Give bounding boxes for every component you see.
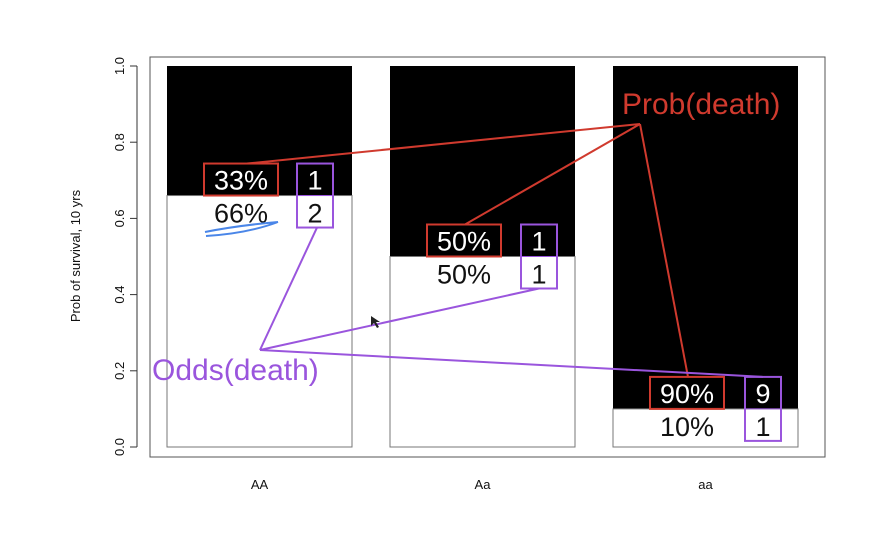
survival-pct-label: 50% [437,260,491,290]
x-tick-label: Aa [475,477,492,492]
odds-numerator: 1 [307,166,322,196]
odds-connector [259,287,540,351]
odds-denominator: 1 [531,260,546,290]
odds-numerator: 1 [531,227,546,257]
odds-denominator: 1 [755,412,770,442]
death-pct-label: 50% [437,227,491,257]
y-tick-label: 0.2 [112,362,127,380]
prob-box [203,162,279,197]
survival-pct-label: 10% [660,412,714,442]
death-pct-label: 90% [660,379,714,409]
x-tick-label: aa [698,477,713,492]
y-tick-label: 0.6 [112,209,127,227]
prob-box [426,223,502,258]
bar-death-segment [167,66,352,196]
prob-death-label: Prob(death) [622,88,780,121]
annotation-lines [246,123,764,378]
odds-numerator: 9 [755,379,770,409]
y-tick-label: 1.0 [112,57,127,75]
prob-connector [246,123,641,165]
prob-box [649,375,725,410]
y-tick-label: 0.8 [112,133,127,151]
handwritten-underline [204,221,279,237]
y-axis: 0.0 0.2 0.4 0.6 0.8 1.0 [112,57,138,456]
prob-connector [464,123,641,226]
x-tick-labels: AA Aa aa [251,477,714,492]
prob-connector [639,123,689,378]
y-tick-label: 0.4 [112,286,127,304]
odds-connector [259,227,318,351]
mouse-cursor-icon [371,316,380,328]
bar-survival-segment [166,195,353,448]
y-axis-title: Prob of survival, 10 yrs [68,189,83,322]
odds-connector [259,349,764,378]
y-tick-label: 0.0 [112,438,127,456]
bar-death-segment [613,66,798,409]
x-tick-label: AA [251,477,269,492]
death-pct-label: 33% [214,166,268,196]
odds-death-label: Odds(death) [152,354,319,387]
odds-denominator: 2 [307,199,322,229]
plot-frame [149,56,826,458]
